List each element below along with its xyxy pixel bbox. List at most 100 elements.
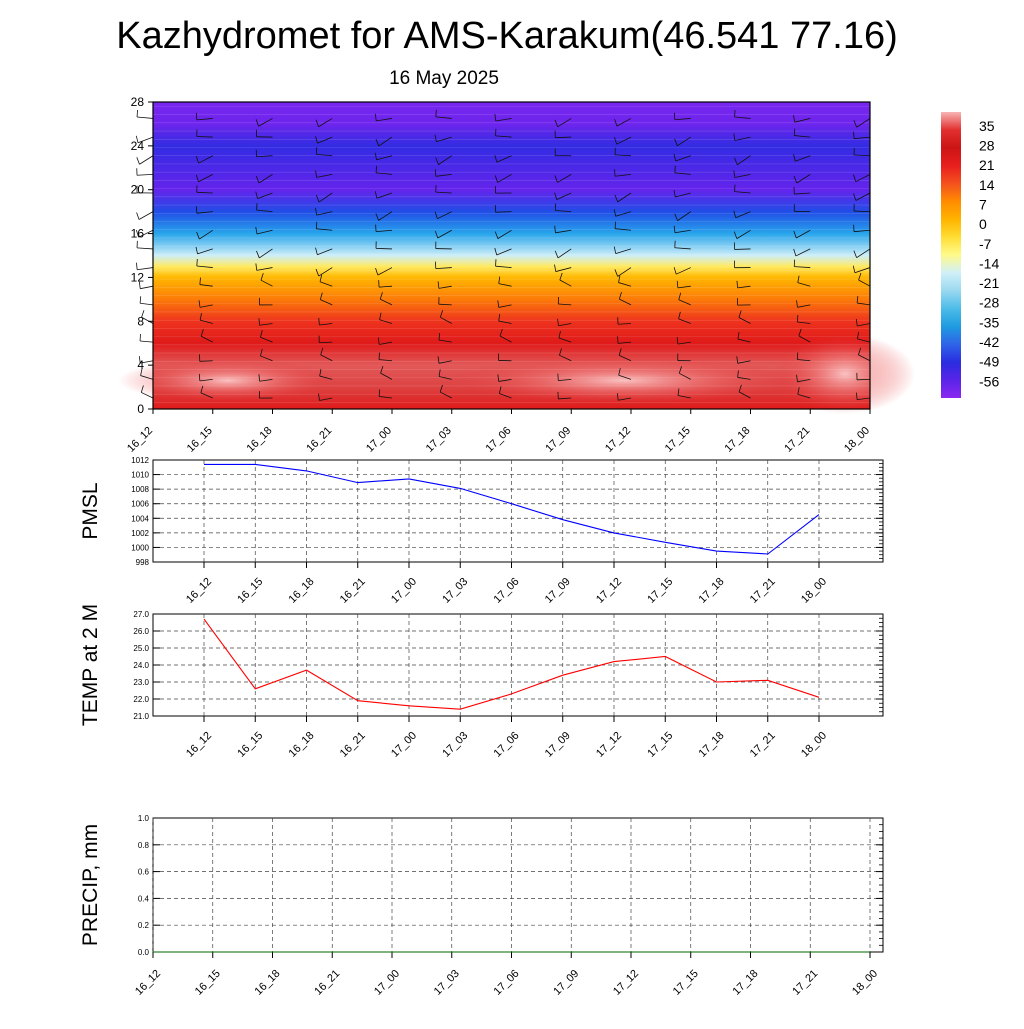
x-tick-label: 17_12 bbox=[611, 968, 641, 998]
chart-subtitle: 16 May 2025 bbox=[389, 68, 499, 89]
wind-barb bbox=[200, 361, 213, 362]
x-tick-label: 16_18 bbox=[287, 730, 317, 760]
y-tick-label: 0.0 bbox=[138, 948, 150, 957]
y-tick-label: 1.0 bbox=[138, 814, 150, 823]
x-tick-label: 16_18 bbox=[245, 425, 275, 455]
x-tick-label: 17_09 bbox=[551, 968, 581, 998]
wind-barb-flag bbox=[136, 263, 137, 270]
y-tick-label: 1000 bbox=[131, 543, 149, 552]
plot-frame bbox=[153, 818, 883, 952]
x-tick-label: 17_15 bbox=[671, 968, 701, 998]
x-tick-label: 17_00 bbox=[389, 576, 419, 606]
x-tick-label: 17_06 bbox=[492, 968, 522, 998]
wind-barb-flag bbox=[140, 296, 141, 303]
x-tick-label: 16_12 bbox=[133, 968, 163, 998]
x-tick-label: 17_12 bbox=[603, 425, 633, 455]
y-tick-label: 12 bbox=[131, 270, 145, 284]
x-tick-label: 17_00 bbox=[389, 730, 419, 760]
y-tick-label: 25.0 bbox=[133, 644, 149, 653]
warm-core-right bbox=[775, 334, 915, 414]
axis-label: PRECIP, mm bbox=[79, 824, 102, 946]
x-tick-label: 18_00 bbox=[842, 425, 872, 455]
wind-barb bbox=[140, 303, 153, 305]
x-tick-label: 18_00 bbox=[850, 968, 880, 998]
y-tick-label: 0.4 bbox=[138, 894, 150, 903]
wind-barb bbox=[137, 174, 153, 175]
wind-barb bbox=[140, 286, 153, 288]
x-tick-label: 16_15 bbox=[235, 730, 265, 760]
wind-barb bbox=[137, 268, 153, 270]
axis-label: TEMP at 2 M bbox=[79, 604, 102, 726]
x-tick-label: 16_21 bbox=[304, 425, 334, 455]
wind-barb-flag bbox=[854, 132, 855, 139]
y-tick-label: 22.0 bbox=[133, 695, 149, 704]
colorbar-label: -35 bbox=[979, 314, 999, 330]
y-tick-label: 1008 bbox=[131, 485, 149, 494]
wind-barb-flag bbox=[137, 157, 140, 164]
y-tick-label: 28 bbox=[131, 95, 145, 109]
x-tick-label: 16_12 bbox=[125, 425, 155, 455]
colorbar-label: 7 bbox=[979, 196, 987, 212]
x-tick-label: 17_21 bbox=[748, 576, 778, 606]
colorbar-label: -7 bbox=[979, 236, 992, 252]
x-tick-label: 16_15 bbox=[235, 576, 265, 606]
y-tick-label: 1006 bbox=[131, 500, 149, 509]
colorbar-label: 35 bbox=[979, 118, 995, 134]
x-tick-label: 16_21 bbox=[338, 576, 368, 606]
y-tick-label: 21.0 bbox=[133, 712, 149, 721]
colorbar-label: 14 bbox=[979, 177, 995, 193]
y-tick-label: 27.0 bbox=[133, 610, 149, 619]
x-tick-label: 17_15 bbox=[663, 425, 693, 455]
wind-barb bbox=[376, 248, 392, 249]
x-tick-label: 17_18 bbox=[697, 730, 727, 760]
wind-barb bbox=[496, 212, 512, 213]
x-tick-label: 17_03 bbox=[432, 968, 462, 998]
colorbar-label: -14 bbox=[979, 255, 999, 271]
y-tick-label: 16 bbox=[131, 227, 145, 241]
colorbar-label: -49 bbox=[979, 354, 999, 370]
x-tick-label: 17_03 bbox=[440, 576, 470, 606]
x-tick-label: 16_15 bbox=[185, 425, 215, 455]
x-tick-label: 16_18 bbox=[287, 576, 317, 606]
y-tick-label: 24 bbox=[131, 139, 145, 153]
colorbar-label: -28 bbox=[979, 295, 999, 311]
y-tick-label: 24.0 bbox=[133, 661, 149, 670]
wind-barb bbox=[137, 248, 153, 249]
x-tick-label: 17_21 bbox=[748, 730, 778, 760]
x-tick-label: 18_00 bbox=[799, 576, 829, 606]
colorbar-label: 21 bbox=[979, 157, 995, 173]
x-tick-label: 17_12 bbox=[594, 730, 624, 760]
wind-barb bbox=[139, 156, 153, 165]
y-tick-label: 0 bbox=[137, 402, 144, 416]
x-tick-label: 17_09 bbox=[543, 730, 573, 760]
x-tick-label: 17_09 bbox=[543, 425, 573, 455]
x-tick-label: 17_06 bbox=[492, 576, 522, 606]
y-tick-label: 1012 bbox=[131, 456, 149, 465]
y-tick-label: 998 bbox=[136, 558, 150, 567]
colorbar-label: 0 bbox=[979, 216, 987, 232]
y-tick-label: 20 bbox=[131, 183, 145, 197]
y-tick-label: 1002 bbox=[131, 529, 149, 538]
x-tick-label: 17_06 bbox=[492, 730, 522, 760]
colorbar-scale bbox=[941, 112, 961, 398]
y-tick-label: 1004 bbox=[131, 514, 149, 523]
x-tick-label: 16_18 bbox=[253, 968, 283, 998]
wind-barb-flag bbox=[797, 315, 798, 322]
colorbar-label: -56 bbox=[979, 373, 999, 389]
wind-barb bbox=[140, 341, 153, 342]
y-tick-label: 8 bbox=[137, 314, 144, 328]
x-tick-label: 17_00 bbox=[372, 968, 402, 998]
wind-barb bbox=[137, 117, 153, 118]
y-tick-label: 0.2 bbox=[138, 921, 150, 930]
wind-barb bbox=[139, 212, 153, 220]
wind-barb bbox=[319, 342, 332, 343]
y-tick-label: 23.0 bbox=[133, 678, 149, 687]
y-tick-label: 1010 bbox=[131, 471, 149, 480]
x-tick-label: 17_15 bbox=[645, 576, 675, 606]
